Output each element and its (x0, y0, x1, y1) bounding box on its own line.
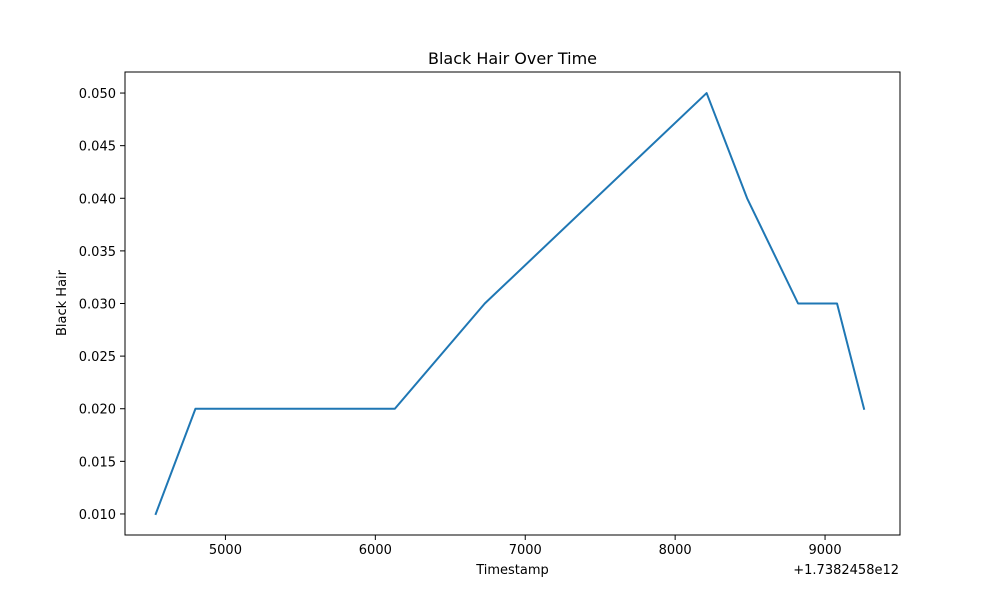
x-tick-label: 7000 (509, 543, 542, 558)
plot-frame (124, 71, 901, 536)
x-tick-label: 6000 (359, 543, 392, 558)
y-tick-label: 0.025 (79, 350, 116, 365)
x-tick-label: 8000 (659, 543, 692, 558)
x-axis-label: Timestamp (475, 563, 549, 578)
y-tick-label: 0.045 (79, 140, 116, 155)
y-tick-label: 0.050 (79, 87, 116, 102)
series-layer (154, 92, 866, 516)
y-tick-label: 0.010 (79, 508, 116, 523)
y-tick-label: 0.040 (79, 192, 116, 207)
axis-ticks: 5000 6000 7000 8000 9000 0.010 0.015 0.020 0.025… (79, 87, 842, 558)
x-axis-offset-label: +1.7382458e12 (793, 563, 899, 578)
x-tick-label: 9000 (809, 543, 842, 558)
y-tick-label: 0.015 (79, 455, 116, 470)
y-tick-label: 0.020 (79, 403, 116, 418)
y-tick-label: 0.035 (79, 245, 116, 260)
x-tick-label: 5000 (209, 543, 242, 558)
chart-title: Black Hair Over Time (428, 49, 597, 68)
y-tick-label: 0.030 (79, 298, 116, 313)
y-axis-label: Black Hair (55, 269, 70, 336)
